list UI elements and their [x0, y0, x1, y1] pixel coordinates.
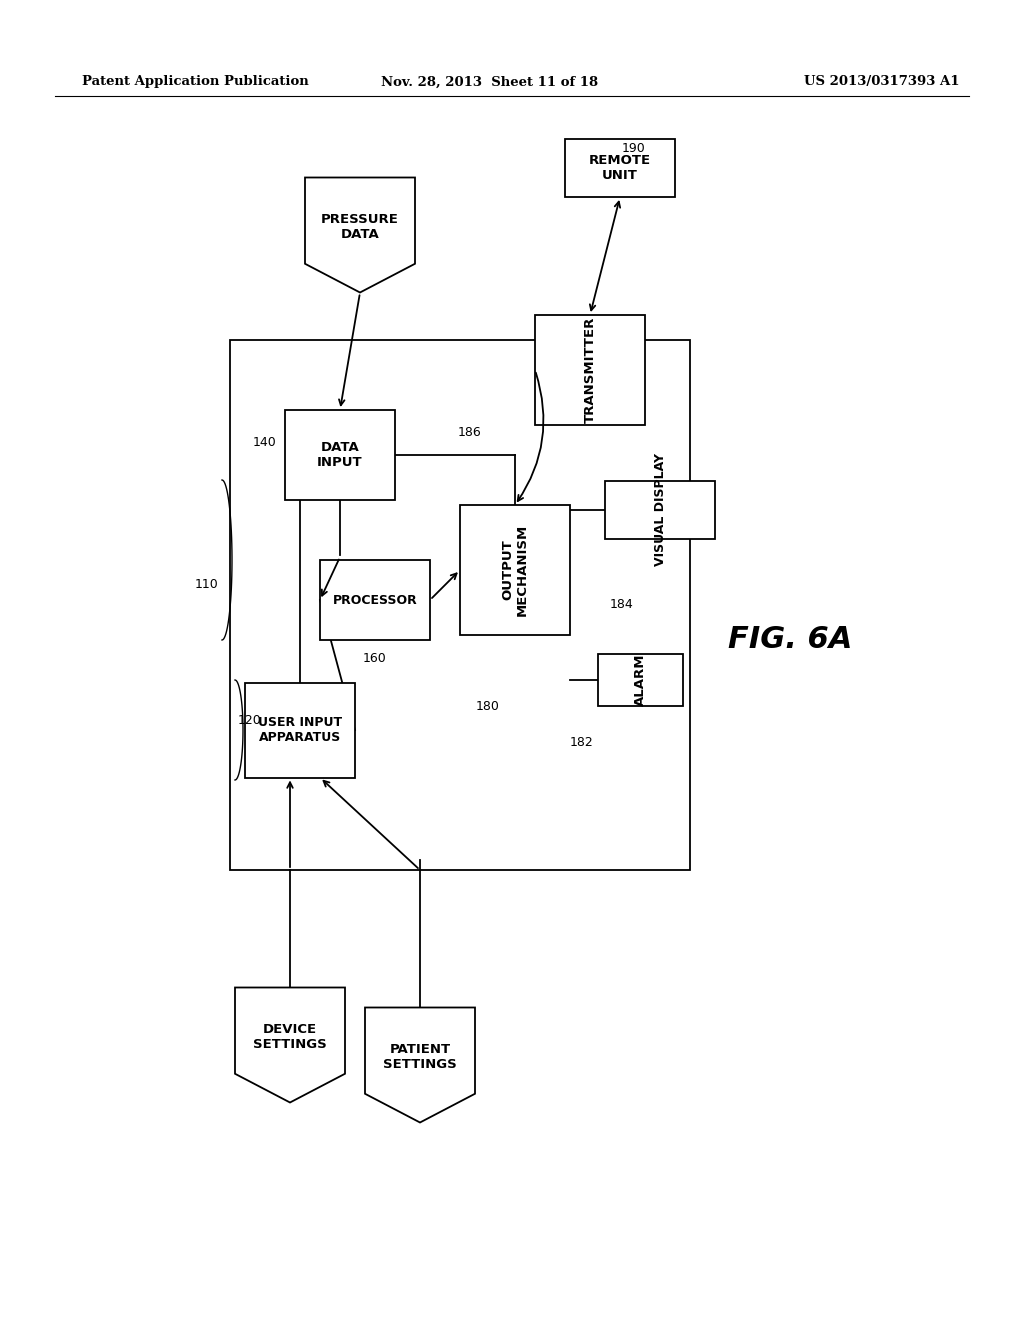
Text: USER INPUT
APPARATUS: USER INPUT APPARATUS: [258, 715, 342, 744]
Text: PRESSURE
DATA: PRESSURE DATA: [322, 213, 399, 242]
Bar: [245, 682, 355, 777]
Text: 186: 186: [458, 425, 481, 438]
Bar: [597, 653, 683, 706]
Text: OUTPUT
MECHANISM: OUTPUT MECHANISM: [501, 524, 529, 616]
Text: 110: 110: [195, 578, 218, 591]
Text: 140: 140: [253, 437, 276, 450]
Text: ALARM: ALARM: [634, 653, 646, 706]
Polygon shape: [365, 1007, 475, 1122]
Text: Nov. 28, 2013  Sheet 11 of 18: Nov. 28, 2013 Sheet 11 of 18: [381, 75, 599, 88]
Text: 184: 184: [610, 598, 634, 611]
Polygon shape: [234, 987, 345, 1102]
Bar: [230, 341, 690, 870]
Text: PATIENT
SETTINGS: PATIENT SETTINGS: [383, 1043, 457, 1071]
Text: PROCESSOR: PROCESSOR: [333, 594, 418, 606]
Text: 180: 180: [476, 701, 500, 714]
Bar: [605, 480, 715, 539]
Text: DATA
INPUT: DATA INPUT: [317, 441, 362, 469]
Bar: [535, 315, 645, 425]
Text: 160: 160: [362, 652, 387, 664]
Bar: [319, 560, 430, 640]
Text: REMOTE
UNIT: REMOTE UNIT: [589, 154, 651, 182]
Text: 182: 182: [570, 735, 594, 748]
Bar: [565, 139, 675, 197]
Text: 120: 120: [238, 714, 262, 726]
Text: FIG. 6A: FIG. 6A: [728, 626, 852, 655]
Polygon shape: [305, 177, 415, 293]
Bar: [460, 506, 570, 635]
Text: TRANSMITTER: TRANSMITTER: [584, 317, 597, 424]
Text: Patent Application Publication: Patent Application Publication: [82, 75, 309, 88]
Text: VISUAL DISPLAY: VISUAL DISPLAY: [653, 454, 667, 566]
Bar: [285, 411, 395, 500]
Text: 190: 190: [622, 141, 646, 154]
Text: US 2013/0317393 A1: US 2013/0317393 A1: [805, 75, 961, 88]
Text: DEVICE
SETTINGS: DEVICE SETTINGS: [253, 1023, 327, 1051]
